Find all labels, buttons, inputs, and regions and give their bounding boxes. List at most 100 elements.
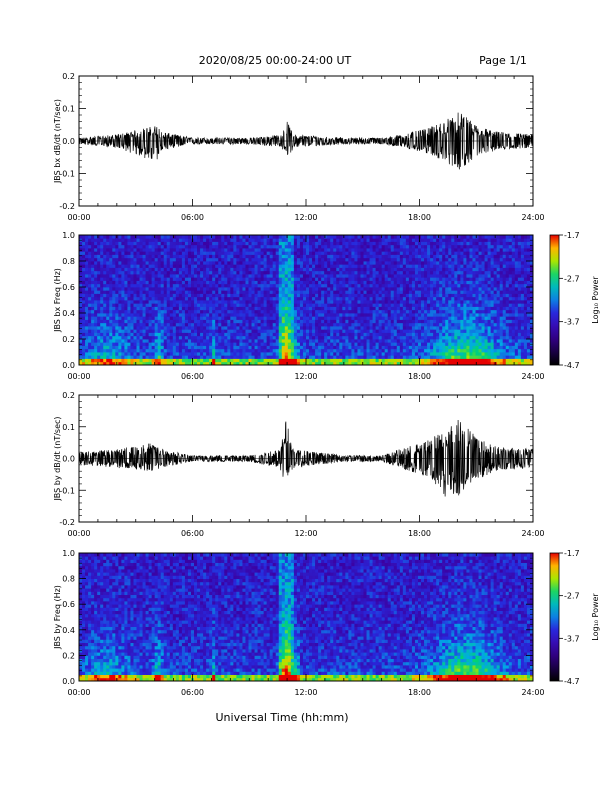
spectrogram-cell — [118, 352, 122, 356]
spectrogram-cell — [227, 277, 231, 281]
spectrogram-cell — [85, 361, 89, 366]
spectrogram-cell — [100, 235, 104, 239]
spectrogram-cell — [315, 248, 319, 252]
spectrogram-cell — [333, 244, 337, 249]
spectrogram-cell — [390, 270, 395, 275]
spectrogram-cell — [187, 251, 192, 255]
spectrogram-cell — [230, 257, 234, 262]
spectrogram-cell — [433, 309, 437, 314]
spectrogram-cell — [112, 358, 116, 363]
spectrogram-cell — [94, 342, 98, 346]
spectrogram-cell — [330, 342, 334, 346]
spectrogram-cell — [112, 342, 116, 346]
spectrogram-cell — [315, 309, 319, 314]
spectrogram-cell — [384, 274, 389, 278]
spectrogram-cell — [315, 264, 319, 268]
spectrogram-cell — [209, 283, 213, 288]
spectrogram-cell — [275, 235, 280, 239]
spectrogram-cell — [94, 313, 98, 317]
spectrogram-cell — [85, 339, 89, 343]
spectrogram-cell — [145, 293, 150, 298]
spectrogram-cell — [424, 251, 428, 255]
spectrogram-cell — [430, 335, 434, 340]
spectrogram-cell — [85, 261, 89, 265]
spectrogram-cell — [312, 277, 316, 281]
spectrogram-cell — [302, 238, 307, 242]
spectrogram-cell — [281, 280, 286, 285]
spectrogram-cell — [169, 342, 174, 346]
spectrogram-cell — [333, 283, 337, 288]
spectrogram-cell — [387, 261, 392, 265]
spectrogram-cell — [124, 241, 128, 246]
spectrogram-cell — [411, 319, 416, 324]
spectrogram-cell — [417, 287, 422, 291]
spectrogram-cell — [445, 329, 449, 333]
spectrogram-cell — [299, 248, 304, 252]
spectrogram-cell — [284, 348, 289, 353]
spectrogram-cell — [142, 251, 146, 255]
spectrogram-cell — [212, 322, 216, 327]
spectrogram-cell — [112, 361, 116, 366]
spectrogram-cell — [127, 251, 131, 255]
spectrogram-cell — [103, 244, 107, 249]
spectrogram-cell — [157, 319, 162, 324]
spectrogram-cell — [275, 293, 280, 298]
spectrogram-cell — [399, 342, 404, 346]
spectrogram-cell — [248, 348, 252, 353]
spectrogram-cell — [100, 335, 104, 340]
spectrogram-cell — [284, 326, 289, 330]
spectrogram-cell — [345, 280, 349, 285]
spectrogram-cell — [194, 342, 198, 346]
spectrogram-cell — [378, 274, 383, 278]
spectrogram-cell — [248, 238, 252, 242]
spectrogram-cell — [278, 290, 283, 294]
spectrogram-cell — [257, 358, 261, 363]
spectrogram-cell — [97, 316, 101, 320]
spectrogram-cell — [203, 306, 207, 311]
spectrogram-cell — [145, 303, 150, 307]
spectrogram-cell — [106, 316, 110, 320]
spectrogram-cell — [284, 254, 289, 259]
spectrogram-cell — [405, 287, 410, 291]
spectrogram-cell — [172, 261, 177, 265]
spectrogram-cell — [200, 296, 204, 301]
spectrogram-cell — [424, 329, 428, 333]
spectrogram-cell — [148, 358, 153, 363]
spectrogram-cell — [166, 342, 171, 346]
spectrogram-cell — [330, 290, 334, 294]
spectrogram-cell — [133, 235, 137, 239]
spectrogram-cell — [181, 332, 186, 337]
spectrogram-cell — [293, 244, 298, 249]
spectrogram-cell — [133, 264, 137, 268]
spectrogram-cell — [88, 306, 92, 311]
spectrogram-cell — [103, 261, 107, 265]
spectrogram-cell — [82, 287, 86, 291]
spectrogram-cell — [302, 322, 307, 327]
spectrogram-cell — [345, 254, 349, 259]
spectrogram-cell — [372, 326, 377, 330]
spectrogram-cell — [278, 277, 283, 281]
spectrogram-cell — [275, 270, 280, 275]
spectrogram-cell — [115, 290, 119, 294]
spectrogram-cell — [227, 296, 231, 301]
spectrogram-cell — [224, 358, 228, 363]
spectrogram-cell — [197, 348, 201, 353]
spectrogram-cell — [381, 303, 386, 307]
spectrogram-cell — [184, 345, 189, 350]
spectrogram-cell — [369, 342, 373, 346]
spectrogram-cell — [306, 287, 310, 291]
spectrogram-cell — [369, 283, 373, 288]
spectrogram-cell — [366, 339, 370, 343]
spectrogram-cell — [187, 358, 192, 363]
spectrogram-cell — [124, 300, 128, 304]
spectrogram-cell — [212, 355, 216, 359]
spectrogram-cell — [130, 316, 134, 320]
spectrogram-cell — [411, 358, 416, 363]
spectrogram-cell — [245, 358, 249, 363]
spectrogram-cell — [139, 280, 143, 285]
spectrogram-cell — [197, 248, 201, 252]
spectrogram-cell — [181, 361, 186, 366]
spectrogram-cell — [197, 267, 201, 272]
spectrogram-cell — [187, 274, 192, 278]
spectrogram-cell — [118, 267, 122, 272]
